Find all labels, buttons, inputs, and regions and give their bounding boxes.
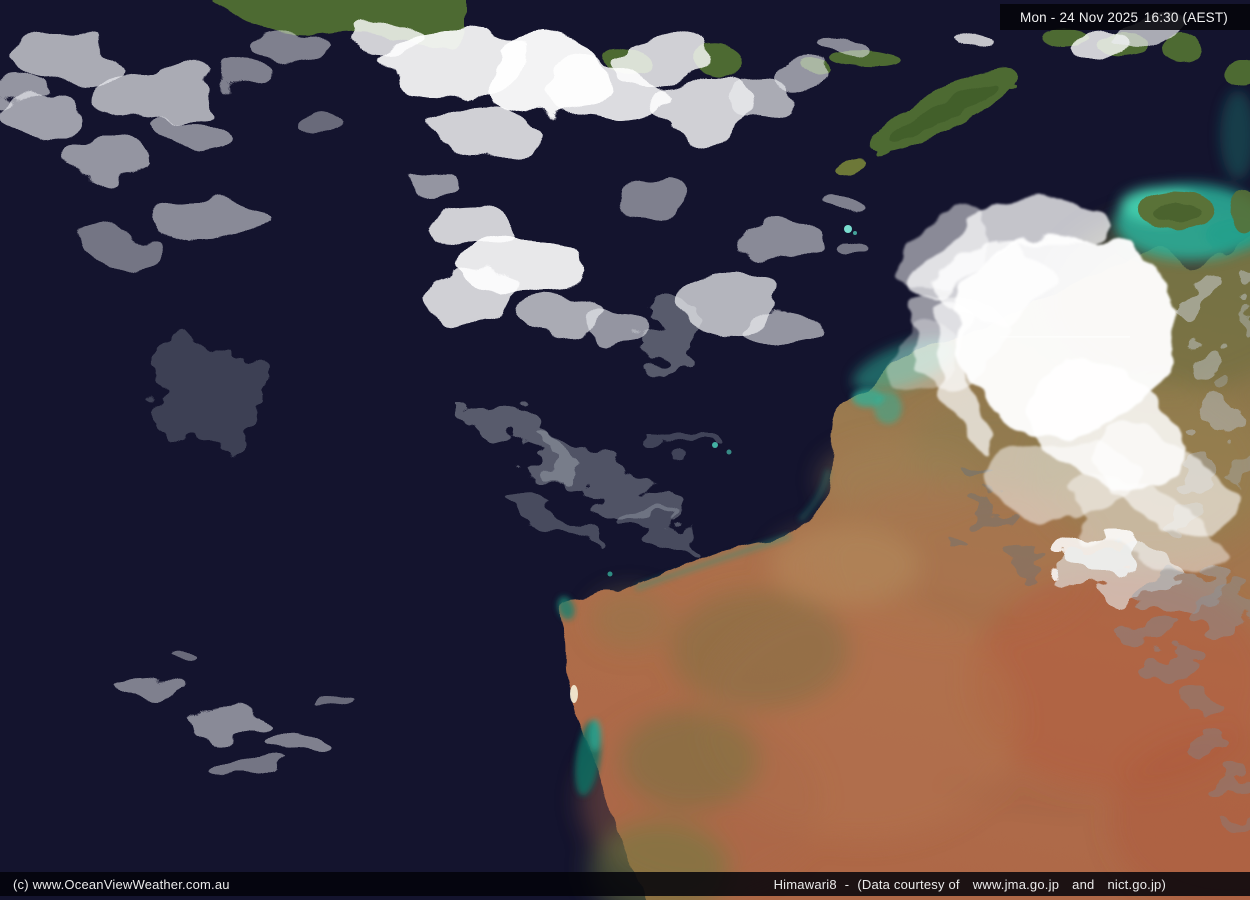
reef-speck: [844, 225, 852, 233]
attribution-courtesy: (Data courtesy of: [857, 876, 960, 892]
attribution-source-nict: nict.go.jp): [1107, 876, 1166, 892]
attribution-label: Himawari8 - (Data courtesy of www.jma.go…: [774, 877, 1166, 892]
time-label: 16:30 (AEST): [1143, 9, 1228, 25]
satellite-name: Himawari8: [773, 876, 837, 892]
scanline-artifact: [1000, 336, 1130, 338]
attribution-bar: (c) www.OceanViewWeather.com.au Himawari…: [0, 872, 1250, 896]
date-label: Mon - 24 Nov 2025: [1020, 9, 1139, 25]
attribution-conjunction: and: [1072, 876, 1095, 892]
salt-lake-bright-spot: [570, 685, 578, 703]
cumulus-clouds: [0, 14, 1174, 779]
timestamp-bar: Mon - 24 Nov 2025 16:30 (AEST): [1000, 4, 1250, 30]
copyright-label: (c) www.OceanViewWeather.com.au: [13, 876, 230, 892]
tropical-cyclone: [885, 197, 1227, 571]
thin-cloud-streaks: [147, 292, 710, 552]
attribution-source-jma: www.jma.go.jp: [972, 876, 1060, 892]
clouds-inland: [948, 269, 1250, 830]
attribution-dash: -: [844, 876, 850, 892]
